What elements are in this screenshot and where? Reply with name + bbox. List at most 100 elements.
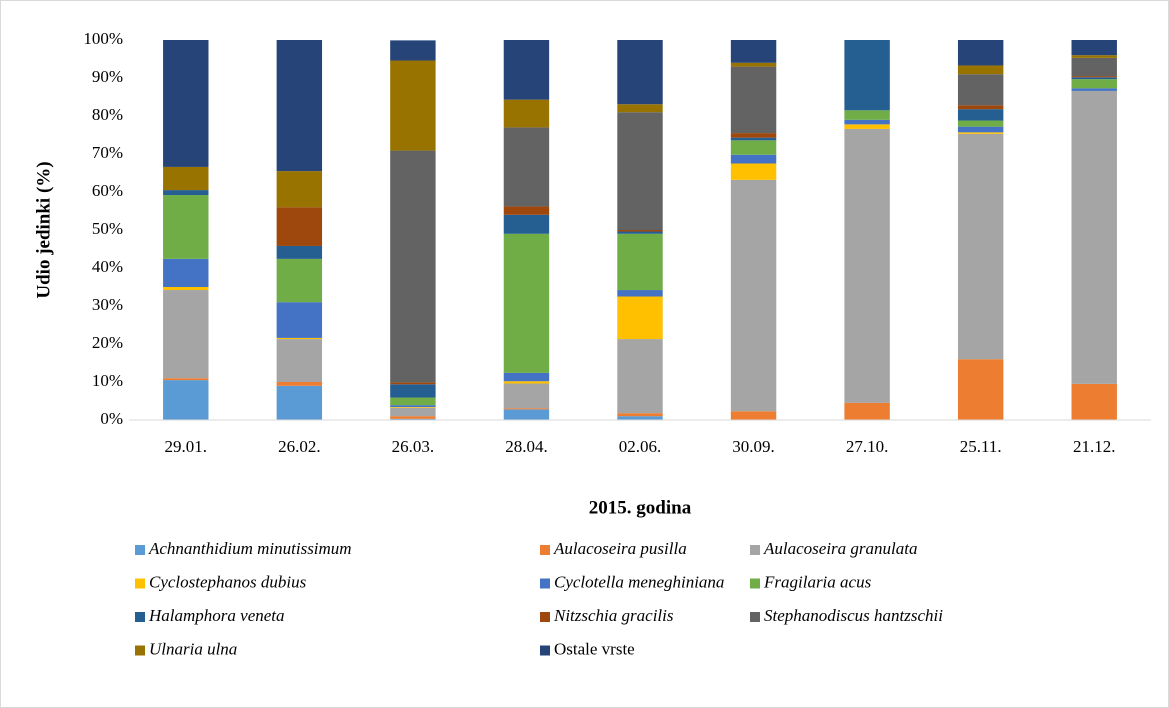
legend-label: Ulnaria ulna (149, 639, 237, 658)
bar-segment (503, 372, 550, 382)
bar-segment (730, 140, 777, 155)
bar-segment (276, 171, 323, 208)
bar-segment (276, 337, 323, 340)
legend-swatch (540, 645, 550, 656)
y-axis-title: Udio jedinki (%) (33, 161, 54, 298)
bar-segment (276, 385, 323, 420)
bar-segment (844, 124, 890, 129)
legend-label: Nitzschia gracilis (553, 606, 674, 625)
bar-segment (503, 233, 550, 373)
legend-label: Aulacoseira pusilla (553, 539, 687, 558)
legend-swatch (540, 545, 550, 555)
bar-segment (390, 60, 436, 151)
bar-segment (503, 40, 550, 100)
y-tick-label: 50% (92, 219, 123, 238)
bar-segment (844, 119, 890, 125)
bar-segment (730, 133, 777, 138)
legend-swatch (135, 545, 145, 555)
bar-segment (617, 290, 663, 297)
bar-segment (957, 132, 1004, 134)
bar-segment (617, 231, 663, 234)
bar-segment (1071, 77, 1117, 80)
bar-segment (844, 128, 890, 403)
bar-segment (730, 411, 777, 420)
bar-segment (1071, 55, 1117, 58)
bar-segment (1071, 90, 1117, 384)
x-tick-label: 26.03. (392, 437, 435, 456)
bar-segment (163, 287, 209, 291)
bar-segment (163, 166, 209, 191)
legend-swatch (135, 578, 145, 589)
bar-segment (276, 302, 323, 338)
legend-swatch (750, 578, 760, 589)
bar-segment (617, 339, 663, 414)
legend-label: Ostale vrste (554, 639, 635, 658)
legend-label: Achnanthidium minutissimum (148, 539, 352, 558)
x-tick-label: 26.02. (278, 437, 321, 456)
x-tick-label: 25.11. (960, 437, 1002, 456)
y-tick-label: 20% (92, 333, 123, 352)
bar-segment (163, 290, 209, 379)
legend-label: Stephanodiscus hantzschii (764, 606, 943, 625)
bar-segment (276, 258, 323, 303)
bar-segment (276, 382, 323, 386)
legend-swatch (750, 612, 760, 622)
bar-segment (957, 109, 1004, 121)
legend-label: Fragilaria acus (763, 572, 872, 591)
y-tick-label: 0% (100, 409, 123, 428)
bar-segment (503, 409, 550, 420)
bar-segment (957, 126, 1004, 133)
bar-segment (844, 402, 890, 420)
bar-segment (390, 382, 436, 385)
bar-segment (617, 104, 663, 113)
bar-segment (163, 195, 209, 259)
bar-segment (163, 378, 209, 381)
y-tick-label: 90% (92, 67, 123, 86)
bar-segment (390, 40, 436, 61)
y-tick-label: 30% (92, 295, 123, 314)
y-tick-label: 60% (92, 181, 123, 200)
legend-label: Cyclotella meneghiniana (554, 572, 724, 591)
bar-segment (390, 407, 436, 417)
bar-segment (730, 154, 777, 164)
legend-swatch (750, 545, 760, 555)
legend-label: Halamphora veneta (148, 606, 285, 625)
bar-segment (957, 105, 1004, 110)
legend-label: Cyclostephanos dubius (149, 572, 307, 591)
bar-segment (390, 150, 436, 383)
bar-segment (957, 133, 1004, 360)
bar-segment (730, 179, 777, 412)
bar-segment (503, 99, 550, 128)
bar-segment (390, 418, 436, 420)
bar-segment (1071, 88, 1117, 91)
bar-segment (503, 381, 550, 384)
bar-segment (730, 40, 777, 63)
legend-label: Aulacoseira granulata (763, 539, 917, 558)
bar-segment (390, 397, 436, 406)
bar-segment (503, 127, 550, 207)
y-tick-label: 10% (92, 371, 123, 390)
bar-segment (617, 112, 663, 230)
x-tick-label: 28.04. (505, 437, 548, 456)
bar-segment (163, 380, 209, 420)
bar-segment (276, 339, 323, 382)
bar-segment (1071, 76, 1117, 78)
x-tick-label: 29.01. (165, 437, 208, 456)
bar-segment (617, 40, 663, 105)
x-axis-title: 2015. godina (589, 497, 692, 518)
bar-segment (390, 416, 436, 419)
y-tick-label: 80% (92, 105, 123, 124)
bar-segment (390, 407, 436, 408)
x-tick-label: 30.09. (732, 437, 775, 456)
y-tick-label: 40% (92, 257, 123, 276)
bar-segment (844, 110, 890, 120)
bar-segment (276, 245, 323, 259)
bar-segment (1071, 383, 1117, 420)
bar-segment (390, 405, 436, 408)
legend-swatch (540, 612, 550, 622)
y-tick-label: 70% (92, 143, 123, 162)
x-tick-label: 21.12. (1073, 437, 1116, 456)
bar-segment (503, 214, 550, 234)
